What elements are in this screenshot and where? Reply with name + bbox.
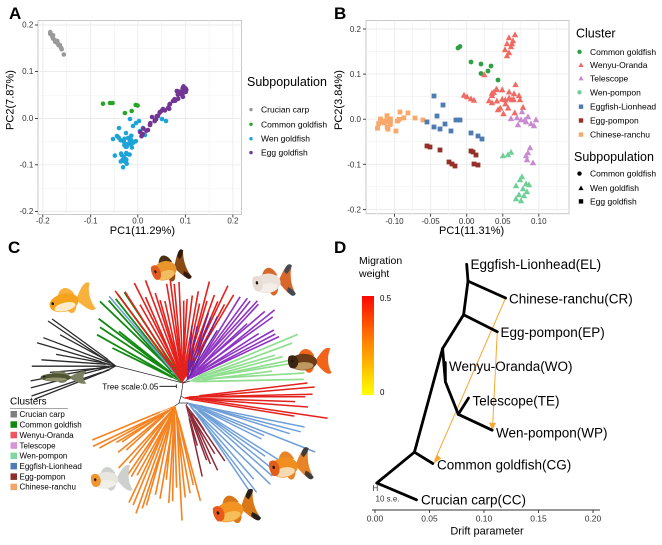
svg-text:Wen goldfish: Wen goldfish — [590, 183, 639, 193]
svg-text:Drift parameter: Drift parameter — [450, 526, 524, 538]
svg-text:-0.1: -0.1 — [84, 217, 98, 226]
svg-text:Tree scale:0.05: Tree scale:0.05 — [102, 382, 159, 391]
svg-text:10 s.e.: 10 s.e. — [376, 495, 400, 504]
svg-text:Wen-pompon: Wen-pompon — [20, 452, 68, 461]
svg-text:-0.1: -0.1 — [347, 160, 361, 169]
svg-text:Subpopulation: Subpopulation — [247, 75, 327, 89]
svg-text:Crucian carp: Crucian carp — [261, 105, 309, 115]
svg-text:Cluster: Cluster — [576, 27, 616, 41]
svg-text:0.1: 0.1 — [22, 67, 34, 76]
svg-text:0: 0 — [380, 388, 385, 397]
svg-text:A: A — [9, 4, 21, 23]
svg-text:Chinese-ranchu: Chinese-ranchu — [590, 130, 650, 140]
svg-text:-0.10: -0.10 — [385, 217, 404, 226]
svg-text:0.2: 0.2 — [350, 25, 362, 34]
svg-text:Wen-pompon: Wen-pompon — [590, 87, 641, 97]
svg-text:Chinese-ranchu(CR): Chinese-ranchu(CR) — [509, 292, 633, 307]
svg-text:Telescope(TE): Telescope(TE) — [473, 394, 560, 409]
svg-text:Egg-pompon: Egg-pompon — [590, 116, 639, 126]
svg-text:C: C — [8, 238, 20, 257]
svg-text:H: H — [373, 484, 379, 493]
svg-text:Telescope: Telescope — [20, 441, 57, 450]
svg-text:0.00: 0.00 — [367, 514, 384, 524]
svg-text:PC2(3.84%): PC2(3.84%) — [333, 70, 345, 130]
svg-text:Egg goldfish: Egg goldfish — [261, 148, 308, 158]
svg-text:-0.2: -0.2 — [36, 217, 50, 226]
svg-text:0.2: 0.2 — [227, 217, 239, 226]
svg-text:Chinese-ranchu: Chinese-ranchu — [20, 483, 76, 492]
svg-text:Migration: Migration — [359, 255, 402, 267]
svg-text:Egg-pompon(EP): Egg-pompon(EP) — [501, 325, 605, 340]
svg-text:Eggfish-Lionhead: Eggfish-Lionhead — [20, 462, 82, 471]
svg-text:0.1: 0.1 — [180, 217, 192, 226]
svg-text:Common goldfish(CG): Common goldfish(CG) — [437, 458, 571, 473]
svg-text:Egg goldfish: Egg goldfish — [590, 196, 637, 206]
svg-text:Wen goldfish: Wen goldfish — [261, 134, 310, 144]
svg-text:-0.2: -0.2 — [20, 207, 34, 216]
svg-text:Common goldfish: Common goldfish — [261, 119, 327, 129]
svg-text:D: D — [334, 238, 346, 257]
svg-text:Wenyu-Oranda: Wenyu-Oranda — [20, 431, 75, 440]
svg-text:PC2(7.87%): PC2(7.87%) — [5, 70, 17, 130]
svg-text:Common goldfish: Common goldfish — [590, 47, 656, 57]
svg-text:0.0: 0.0 — [350, 115, 362, 124]
svg-text:0.05: 0.05 — [421, 514, 438, 524]
svg-text:0.5: 0.5 — [380, 294, 392, 303]
svg-text:weight: weight — [358, 268, 389, 280]
svg-text:Crucian carp: Crucian carp — [20, 410, 66, 419]
svg-text:0.15: 0.15 — [530, 514, 547, 524]
svg-text:PC1(11.31%): PC1(11.31%) — [439, 225, 504, 237]
svg-text:0.20: 0.20 — [585, 514, 602, 524]
svg-text:0.2: 0.2 — [22, 21, 34, 30]
svg-text:Common goldfish: Common goldfish — [20, 420, 82, 429]
svg-text:Telescope: Telescope — [590, 74, 629, 84]
svg-text:Subpopulation: Subpopulation — [574, 150, 654, 164]
svg-text:Wenyu-Oranda(WO): Wenyu-Oranda(WO) — [449, 359, 573, 374]
svg-text:-0.1: -0.1 — [20, 160, 34, 169]
svg-text:0.10: 0.10 — [476, 514, 493, 524]
svg-text:0.1: 0.1 — [350, 70, 362, 79]
svg-text:-0.05: -0.05 — [421, 217, 440, 226]
svg-text:0.10: 0.10 — [531, 217, 547, 226]
svg-text:Crucian carp(CC): Crucian carp(CC) — [421, 493, 526, 508]
svg-text:PC1(11.29%): PC1(11.29%) — [110, 225, 175, 237]
svg-text:Eggfish-Lionhead: Eggfish-Lionhead — [590, 102, 656, 112]
svg-text:Clusters: Clusters — [10, 397, 47, 408]
svg-text:0.0: 0.0 — [22, 114, 34, 123]
svg-text:Common goldfish: Common goldfish — [590, 169, 656, 179]
svg-text:B: B — [334, 4, 346, 23]
svg-text:-0.2: -0.2 — [347, 205, 361, 214]
svg-text:Eggfish-Lionhead(EL): Eggfish-Lionhead(EL) — [471, 257, 602, 272]
svg-text:Wenyu-Oranda: Wenyu-Oranda — [590, 60, 648, 70]
svg-text:Wen-pompon(WP): Wen-pompon(WP) — [496, 426, 608, 441]
svg-text:Egg-pompon: Egg-pompon — [20, 472, 66, 481]
